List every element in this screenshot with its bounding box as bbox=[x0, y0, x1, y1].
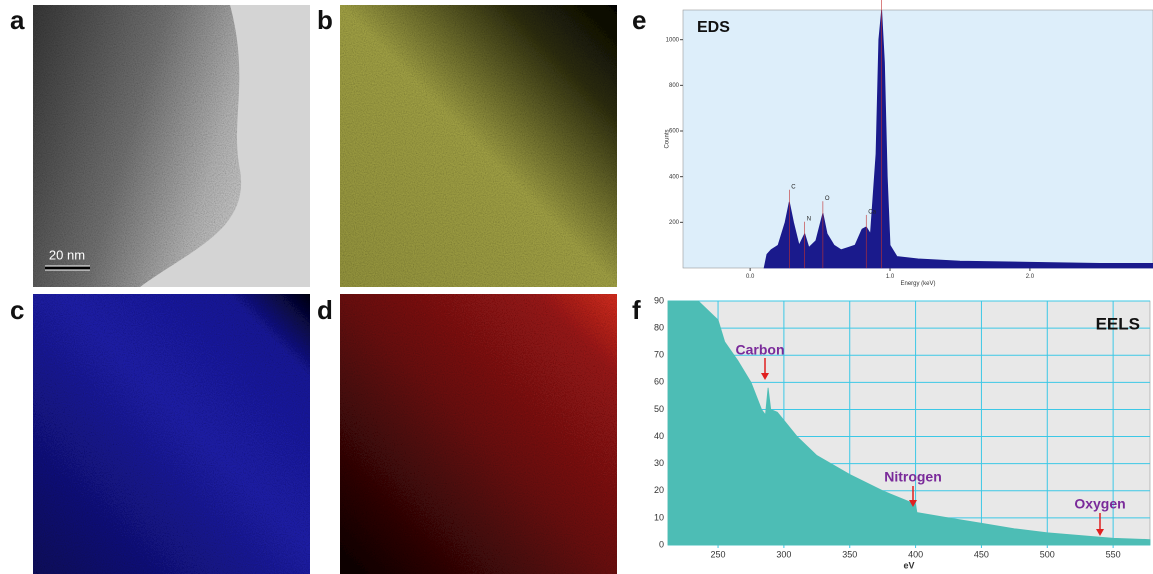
annotation: Oxygen bbox=[1074, 496, 1125, 512]
chart-title: EELS bbox=[1096, 314, 1140, 333]
x-tick-label: 400 bbox=[908, 550, 923, 560]
vacuum-region bbox=[140, 5, 310, 287]
y-tick-label: 800 bbox=[669, 83, 680, 89]
annotation-arrowhead bbox=[761, 373, 769, 380]
panel-label: e bbox=[632, 5, 646, 35]
plot-background bbox=[682, 9, 1153, 269]
chart-panel: e 200 400 600 800 1000 0.0 1.0 2.0 EDS Energy (keV… bbox=[632, 0, 1153, 287]
annotation: Nitrogen bbox=[884, 469, 942, 485]
x-tick-label: 300 bbox=[776, 550, 791, 560]
chart-title: EDS bbox=[697, 19, 730, 36]
panel-label: c bbox=[10, 295, 24, 325]
spectrum-area bbox=[667, 300, 1151, 546]
y-tick-label: 10 bbox=[654, 512, 664, 522]
y-tick-label: 40 bbox=[654, 431, 664, 441]
x-tick-label: 350 bbox=[842, 550, 857, 560]
panel-c: c bbox=[10, 294, 310, 574]
peak-label: N bbox=[807, 216, 811, 222]
element-map bbox=[340, 294, 617, 574]
panel-b: b bbox=[317, 5, 617, 287]
x-tick-label: 450 bbox=[974, 550, 989, 560]
annotation-arrowhead bbox=[1096, 529, 1104, 536]
x-tick-label: 2.0 bbox=[1026, 274, 1035, 280]
peak-label: Ca bbox=[868, 209, 876, 215]
y-tick-label: 60 bbox=[654, 377, 664, 387]
y-tick-label: 50 bbox=[654, 404, 664, 414]
annotation: Carbon bbox=[736, 342, 785, 358]
panel-label: d bbox=[317, 295, 333, 325]
y-tick-label: 90 bbox=[654, 295, 664, 305]
y-tick-label: 200 bbox=[669, 220, 680, 226]
y-tick-label: 30 bbox=[654, 458, 664, 468]
x-tick-label: 250 bbox=[711, 550, 726, 560]
peak-label: C bbox=[791, 184, 796, 190]
panel-label: f bbox=[632, 295, 641, 325]
y-tick-label: 600 bbox=[669, 129, 680, 135]
spectrum-area bbox=[763, 9, 1153, 269]
y-tick-label: 80 bbox=[654, 322, 664, 332]
peak-label: O bbox=[825, 196, 830, 202]
x-tick-label: 1.0 bbox=[886, 274, 895, 280]
y-tick-label: 400 bbox=[669, 174, 680, 180]
element-map bbox=[340, 5, 617, 287]
y-axis-label: Counts bbox=[665, 129, 671, 148]
x-axis-label: Energy (keV) bbox=[900, 281, 935, 287]
x-axis-label: eV bbox=[903, 560, 914, 570]
y-tick-label: 20 bbox=[654, 485, 664, 495]
annotation-arrowhead bbox=[909, 500, 917, 507]
panel-d: d bbox=[317, 294, 617, 574]
y-tick-label: 0 bbox=[659, 539, 664, 549]
y-tick-label: 70 bbox=[654, 350, 664, 360]
x-tick-label: 550 bbox=[1106, 550, 1121, 560]
y-tick-label: 1000 bbox=[666, 37, 680, 43]
scale-bar-label: 20 nm bbox=[49, 247, 85, 262]
panel-label: a bbox=[10, 5, 25, 35]
panel-a: 20 nm a bbox=[10, 5, 310, 287]
x-tick-label: 0.0 bbox=[746, 274, 755, 280]
element-map bbox=[33, 294, 310, 574]
panel-label: b bbox=[317, 5, 333, 35]
x-tick-label: 500 bbox=[1040, 550, 1055, 560]
chart-panel: f 0 10 20 30 40 50 60 70 80 90 250 300 350 400 450 500 55… bbox=[632, 295, 1151, 570]
